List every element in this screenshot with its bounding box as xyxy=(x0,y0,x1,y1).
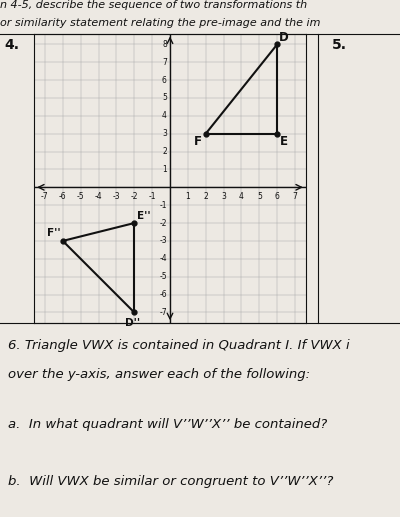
Text: 8: 8 xyxy=(162,40,167,49)
Text: -6: -6 xyxy=(59,192,66,201)
Text: over the y-axis, answer each of the following:: over the y-axis, answer each of the foll… xyxy=(8,368,310,381)
Text: 5: 5 xyxy=(162,94,167,102)
Text: 3: 3 xyxy=(162,129,167,138)
Text: 2: 2 xyxy=(203,192,208,201)
Text: 7: 7 xyxy=(293,192,298,201)
Text: 4: 4 xyxy=(239,192,244,201)
Text: -1: -1 xyxy=(148,192,156,201)
Text: 4: 4 xyxy=(162,111,167,120)
Text: 1: 1 xyxy=(162,165,167,174)
Text: D'': D'' xyxy=(125,318,140,328)
Text: D: D xyxy=(279,31,289,44)
Text: -1: -1 xyxy=(159,201,167,210)
Text: -5: -5 xyxy=(159,272,167,281)
Text: -2: -2 xyxy=(130,192,138,201)
Text: -3: -3 xyxy=(112,192,120,201)
Text: -5: -5 xyxy=(77,192,84,201)
Text: 5: 5 xyxy=(257,192,262,201)
Text: 6: 6 xyxy=(275,192,280,201)
Text: F: F xyxy=(194,134,202,147)
Text: E'': E'' xyxy=(137,211,150,221)
Text: 1: 1 xyxy=(186,192,190,201)
Text: 2: 2 xyxy=(162,147,167,156)
Text: -7: -7 xyxy=(41,192,49,201)
Text: 6: 6 xyxy=(162,75,167,85)
Text: -6: -6 xyxy=(159,290,167,299)
Text: -4: -4 xyxy=(95,192,102,201)
Text: b.  Will VWX be similar or congruent to V’’W’’X’’?: b. Will VWX be similar or congruent to V… xyxy=(8,475,333,488)
Text: -2: -2 xyxy=(159,219,167,227)
Text: n 4-5, describe the sequence of two transformations th: n 4-5, describe the sequence of two tran… xyxy=(0,0,307,10)
Text: a.  In what quadrant will V’’W’’X’’ be contained?: a. In what quadrant will V’’W’’X’’ be co… xyxy=(8,418,327,431)
Text: 3: 3 xyxy=(221,192,226,201)
Text: 7: 7 xyxy=(162,58,167,67)
Text: 6. Triangle VWX is contained in Quadrant I. If VWX i: 6. Triangle VWX is contained in Quadrant… xyxy=(8,339,350,352)
Text: 4.: 4. xyxy=(5,38,20,52)
Text: 5.: 5. xyxy=(332,38,347,52)
Text: -4: -4 xyxy=(159,254,167,263)
Text: or similarity statement relating the pre-image and the im: or similarity statement relating the pre… xyxy=(0,19,320,28)
Text: F'': F'' xyxy=(47,229,61,238)
Text: -7: -7 xyxy=(159,308,167,317)
Text: -3: -3 xyxy=(159,236,167,246)
Text: E: E xyxy=(280,135,288,148)
